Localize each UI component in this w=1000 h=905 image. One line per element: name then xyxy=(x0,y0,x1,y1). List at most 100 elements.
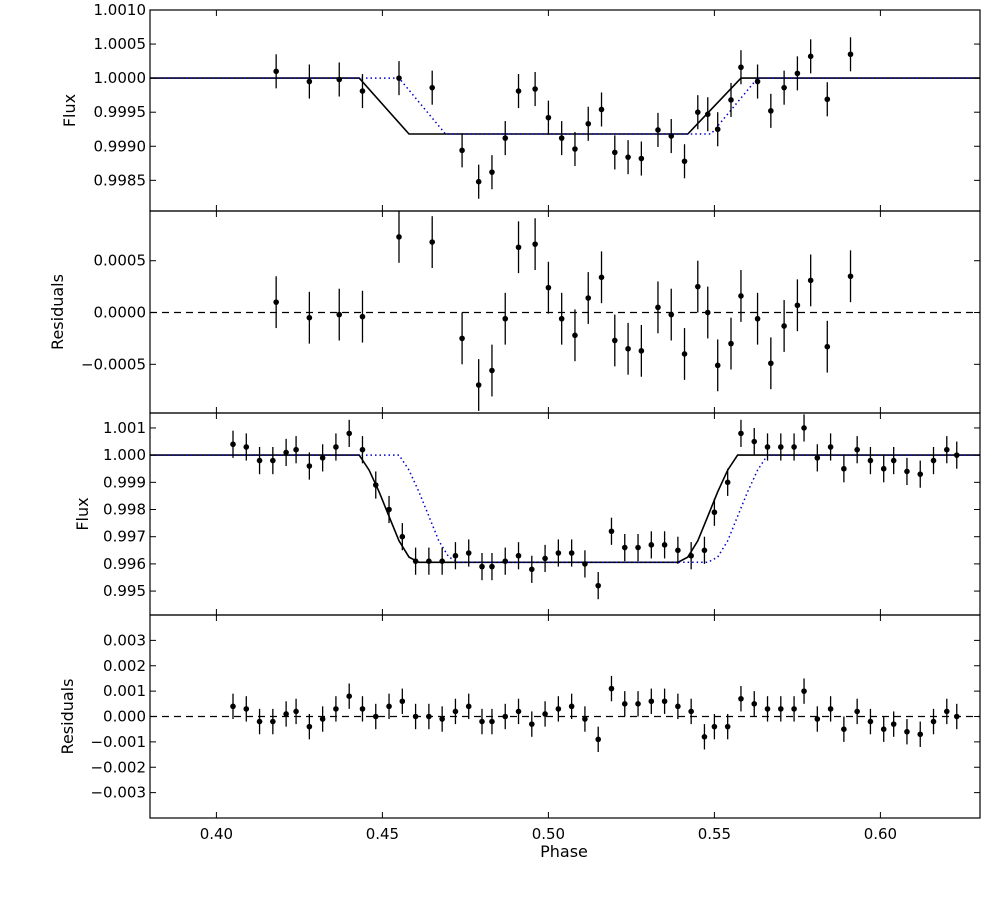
data-point xyxy=(953,452,960,458)
data-point xyxy=(293,446,299,453)
x-tick-label: 0.60 xyxy=(864,825,897,843)
data-point xyxy=(386,703,392,710)
data-point xyxy=(489,367,495,374)
x-tick-label: 0.55 xyxy=(698,825,731,843)
data-point xyxy=(568,703,575,710)
data-point xyxy=(459,147,465,154)
data-point xyxy=(648,698,655,705)
data-point xyxy=(711,509,718,516)
data-point xyxy=(801,688,807,694)
data-point xyxy=(542,711,548,717)
data-point xyxy=(794,302,801,309)
data-point xyxy=(452,708,459,715)
data-point xyxy=(728,340,734,347)
data-point xyxy=(764,444,771,450)
dotted-model-curve xyxy=(150,454,980,564)
data-point xyxy=(751,701,758,707)
data-point xyxy=(489,169,495,175)
data-point xyxy=(625,345,631,352)
y-tick-label: 1.0000 xyxy=(94,69,147,87)
y-tick-label: −0.0005 xyxy=(81,355,146,373)
data-point xyxy=(917,731,924,738)
data-point xyxy=(336,76,343,83)
y-tick-label: 1.000 xyxy=(103,446,146,464)
data-point xyxy=(714,362,721,369)
data-point xyxy=(555,706,562,712)
data-point xyxy=(854,708,860,715)
data-point xyxy=(386,506,392,513)
data-point xyxy=(479,563,485,570)
data-point xyxy=(781,84,787,91)
data-point xyxy=(582,716,588,722)
data-point xyxy=(754,315,761,322)
data-point xyxy=(293,708,299,715)
data-point xyxy=(768,108,774,114)
data-point xyxy=(847,273,854,280)
data-point xyxy=(585,120,592,127)
data-point xyxy=(256,718,263,725)
data-point xyxy=(807,277,814,284)
y-axis-label: Residuals xyxy=(58,679,77,755)
data-point xyxy=(532,86,538,92)
data-point xyxy=(502,315,509,322)
y-axis-label: Flux xyxy=(60,94,79,127)
data-point xyxy=(944,446,950,453)
data-point xyxy=(675,547,681,554)
data-point xyxy=(319,716,326,722)
data-point xyxy=(372,482,379,488)
data-point xyxy=(681,158,688,165)
data-point xyxy=(738,695,744,702)
data-point xyxy=(452,552,459,559)
data-point xyxy=(439,716,445,722)
data-point xyxy=(319,455,326,461)
data-point xyxy=(781,323,787,329)
data-point xyxy=(359,88,366,94)
panel-data-area xyxy=(150,211,980,411)
y-tick-label: −0.001 xyxy=(90,733,146,751)
data-point xyxy=(638,155,645,162)
data-point xyxy=(661,698,668,705)
data-point xyxy=(681,351,688,357)
data-point xyxy=(904,468,910,475)
data-point xyxy=(555,550,562,556)
data-point xyxy=(333,444,339,450)
data-point xyxy=(465,703,472,710)
solid-model-curve xyxy=(150,454,980,564)
data-point xyxy=(572,332,578,339)
data-point xyxy=(306,723,313,730)
data-point xyxy=(558,135,565,141)
data-point xyxy=(359,446,366,453)
data-point xyxy=(827,444,834,450)
y-tick-label: 0.995 xyxy=(103,582,146,600)
data-point xyxy=(396,75,402,81)
data-point xyxy=(608,685,615,692)
data-point xyxy=(545,114,552,121)
data-point xyxy=(230,703,236,710)
data-point xyxy=(273,68,279,75)
y-tick-label: 0.002 xyxy=(103,657,146,675)
panel-data-area xyxy=(150,37,980,199)
data-point xyxy=(768,360,774,367)
data-point xyxy=(479,718,485,725)
y-tick-label: 1.0010 xyxy=(94,1,147,19)
data-point xyxy=(595,736,601,743)
data-point xyxy=(695,283,701,290)
data-point xyxy=(396,234,402,240)
data-point xyxy=(890,721,897,727)
data-point xyxy=(701,734,708,740)
data-point xyxy=(778,444,784,450)
y-tick-label: 0.9995 xyxy=(94,103,147,121)
data-point xyxy=(635,544,641,551)
data-point xyxy=(917,471,924,477)
data-point xyxy=(359,313,366,320)
data-point xyxy=(655,304,661,311)
data-point xyxy=(724,479,731,486)
data-point xyxy=(621,701,628,707)
data-point xyxy=(529,566,535,573)
panel-frame xyxy=(149,9,981,212)
x-tick-label: 0.40 xyxy=(200,825,233,843)
data-point xyxy=(595,582,601,589)
data-point xyxy=(688,708,694,715)
data-point xyxy=(801,425,807,431)
